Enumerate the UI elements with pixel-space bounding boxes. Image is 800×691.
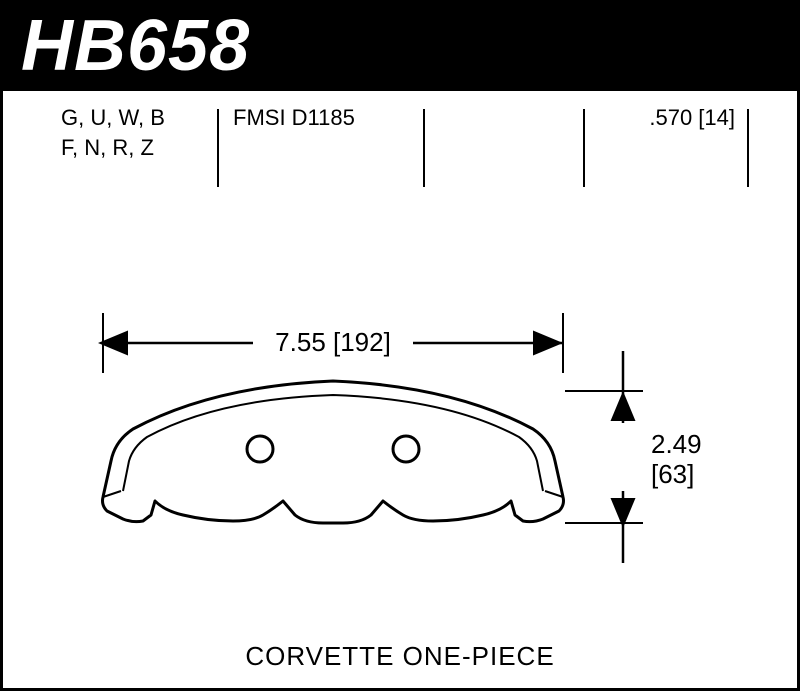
drawing-caption: CORVETTE ONE-PIECE — [3, 641, 797, 672]
spec-divider-2 — [423, 109, 425, 187]
header-bar: HB658 — [3, 3, 797, 91]
height-label-1: 2.49 — [651, 429, 702, 459]
width-label: 7.55 [192] — [275, 327, 391, 357]
content-area: G, U, W, B F, N, R, Z FMSI D1185 .570 [1… — [3, 91, 797, 688]
height-label-2: [63] — [651, 459, 694, 489]
codes-line-2: F, N, R, Z — [61, 133, 165, 163]
spec-divider-3 — [583, 109, 585, 187]
fmsi-code: FMSI D1185 — [233, 103, 355, 133]
page-frame: HB658 G, U, W, B F, N, R, Z FMSI D1185 .… — [0, 0, 800, 691]
width-dimension: 7.55 [192] — [103, 313, 563, 373]
spec-divider-1 — [217, 109, 219, 187]
height-dimension: 2.49 [63] — [565, 351, 702, 563]
spec-row: G, U, W, B F, N, R, Z FMSI D1185 .570 [1… — [3, 103, 797, 193]
spec-divider-4 — [747, 109, 749, 187]
brake-pad-outline — [103, 381, 564, 523]
compound-codes: G, U, W, B F, N, R, Z — [61, 103, 165, 162]
thickness-spec: .570 [14] — [649, 103, 735, 133]
part-number: HB658 — [21, 5, 250, 87]
drawing-svg: 7.55 [192] — [3, 201, 800, 631]
technical-drawing: 7.55 [192] — [3, 201, 797, 628]
codes-line-1: G, U, W, B — [61, 103, 165, 133]
